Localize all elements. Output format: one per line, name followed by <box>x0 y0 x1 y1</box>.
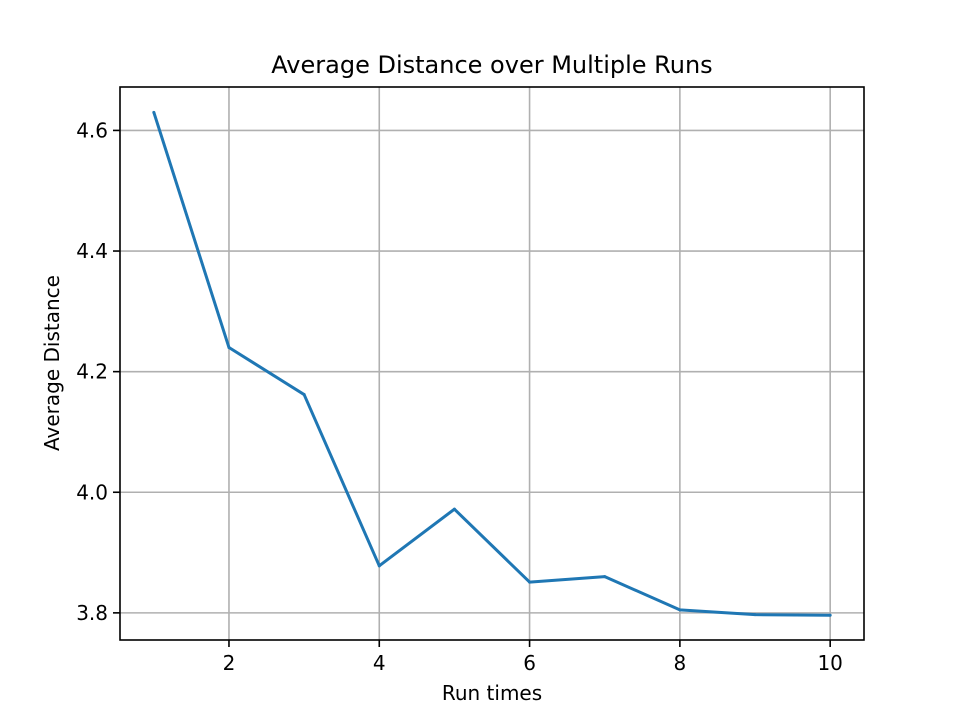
x-tick-label: 2 <box>223 651 236 675</box>
data-point <box>452 507 456 511</box>
y-axis-label: Average Distance <box>40 275 64 451</box>
x-axis-label: Run times <box>442 681 542 705</box>
data-point <box>678 608 682 612</box>
data-point <box>377 564 381 568</box>
y-tick-label: 3.8 <box>76 601 108 625</box>
data-point <box>302 393 306 397</box>
series-line <box>152 111 831 617</box>
x-tick-label: 6 <box>523 651 536 675</box>
y-tick-label: 4.2 <box>76 360 108 384</box>
data-point <box>152 110 156 114</box>
data-point <box>753 613 757 617</box>
y-tick-label: 4.0 <box>76 480 108 504</box>
y-tick-label: 4.4 <box>76 239 108 263</box>
data-point <box>828 613 832 617</box>
grid <box>120 87 864 640</box>
plot-frame <box>119 86 865 641</box>
chart-title: Average Distance over Multiple Runs <box>271 51 712 79</box>
data-point <box>227 346 231 350</box>
series-layer <box>152 110 832 617</box>
data-point <box>528 580 532 584</box>
x-tick-label: 4 <box>373 651 386 675</box>
y-tick-label: 4.6 <box>76 118 108 142</box>
ticks: 2 4 6 8 10 3.8 4.0 4.2 4.4 4.6 <box>76 118 843 675</box>
data-point <box>603 575 607 579</box>
x-tick-label: 10 <box>817 651 842 675</box>
x-tick-label: 8 <box>674 651 687 675</box>
